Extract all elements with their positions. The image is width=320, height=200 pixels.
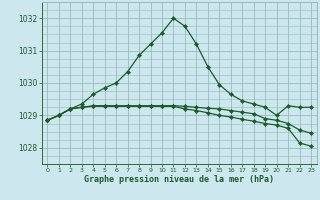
X-axis label: Graphe pression niveau de la mer (hPa): Graphe pression niveau de la mer (hPa) [84, 175, 274, 184]
